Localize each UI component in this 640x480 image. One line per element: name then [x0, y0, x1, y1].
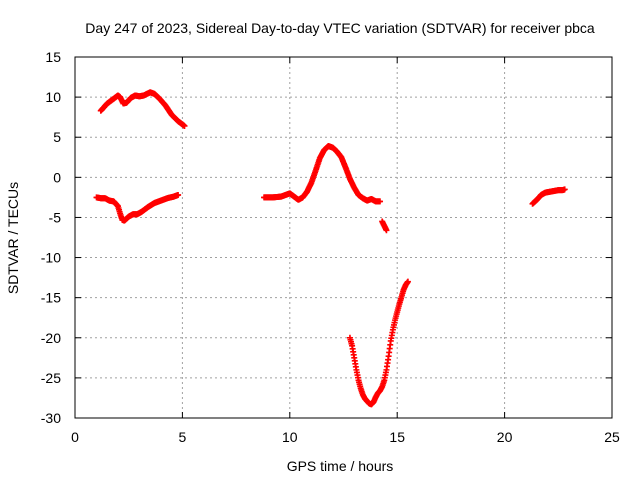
y-axis-label: SDTVAR / TECUs	[5, 182, 21, 294]
data-point	[404, 278, 411, 285]
y-tick-label: -30	[41, 410, 61, 426]
chart-title: Day 247 of 2023, Sidereal Day-to-day VTE…	[85, 20, 595, 36]
data-segment	[346, 278, 411, 408]
y-tick-label: -5	[49, 209, 62, 225]
data-segment	[93, 191, 182, 224]
x-tick-label: 0	[71, 429, 79, 445]
x-tick-label: 20	[497, 429, 513, 445]
data-point	[383, 227, 390, 234]
data-segment	[529, 186, 568, 207]
y-tick-label: -10	[41, 250, 61, 266]
data-points	[93, 89, 568, 408]
data-point	[377, 198, 384, 205]
data-point	[181, 122, 188, 129]
data-point	[175, 191, 182, 198]
y-tick-label: 5	[53, 129, 61, 145]
x-tick-label: 5	[179, 429, 187, 445]
x-tick-label: 10	[282, 429, 298, 445]
grid	[75, 57, 612, 418]
data-segment	[379, 218, 390, 234]
y-tick-label: 15	[45, 49, 61, 65]
x-tick-label: 25	[604, 429, 620, 445]
y-tick-label: 10	[45, 89, 61, 105]
data-segment	[97, 89, 188, 129]
data-segment	[261, 143, 384, 205]
y-tick-label: -25	[41, 370, 61, 386]
x-tick-label: 15	[389, 429, 405, 445]
plot-border	[74, 56, 613, 419]
y-tick-label: 0	[53, 169, 61, 185]
tick-labels: 0 5 10 15 20 25 -30 -25 -20 -15 -10 -5 0 5 10 15	[41, 49, 620, 445]
x-axis-label: GPS time / hours	[287, 458, 394, 474]
data-point	[561, 186, 568, 193]
y-tick-label: -15	[41, 290, 61, 306]
y-tick-label: -20	[41, 330, 61, 346]
